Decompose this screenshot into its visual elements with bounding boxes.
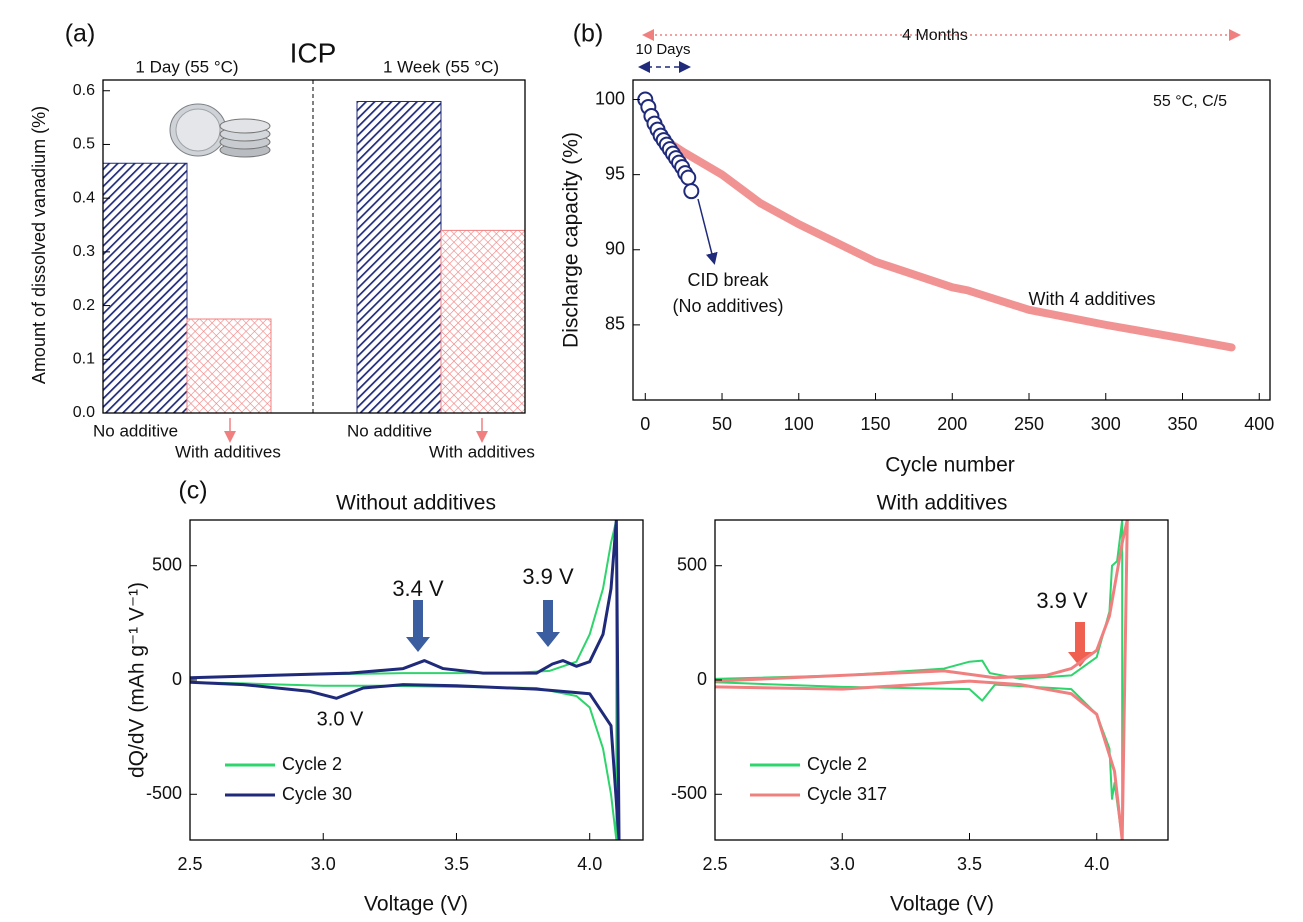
- y-tick-label: 0: [697, 669, 707, 689]
- coin-cell-picture: [169, 103, 271, 158]
- chart-title: Without additives: [336, 492, 496, 515]
- x-tick-label: 3.0: [830, 854, 855, 874]
- y-axis-label: Amount of dissolved vanadium (%): [29, 106, 49, 384]
- x-tick-label: 150: [860, 414, 890, 434]
- y-tick-label: -500: [671, 783, 707, 803]
- plot-layer: [103, 100, 525, 413]
- annotation: 4 Months: [902, 27, 968, 44]
- legend-label: Cycle 2: [282, 754, 342, 774]
- y-tick-label: 0.1: [73, 351, 95, 368]
- plot-layer: [715, 520, 1129, 840]
- x-tick-label: 4.0: [577, 854, 602, 874]
- chart-title: ICP: [290, 37, 337, 68]
- panel-label: (c): [178, 477, 207, 505]
- y-tick-label: 0.4: [73, 189, 95, 206]
- chart-title: With additives: [877, 492, 1008, 515]
- x-tick-label: 4.0: [1084, 854, 1109, 874]
- x-axis-label: Cycle number: [885, 454, 1015, 477]
- plot-frame: [189, 519, 644, 841]
- series-label: No additive: [347, 421, 432, 440]
- x-tick-label: 2.5: [177, 854, 202, 874]
- peak-arrow: [406, 600, 430, 652]
- panel-label: (b): [573, 20, 604, 48]
- x-axis-label: Voltage (V): [364, 893, 468, 916]
- y-tick-label: 90: [605, 239, 625, 259]
- legend-label: Cycle 317: [807, 784, 887, 804]
- annotation: 55 °C, C/5: [1153, 93, 1227, 110]
- y-tick-label: 100: [595, 88, 625, 108]
- bar: [356, 100, 442, 413]
- x-axis-label: Voltage (V): [890, 893, 994, 916]
- x-tick-label: 3.5: [957, 854, 982, 874]
- annotation: 10 Days: [635, 41, 690, 58]
- x-tick-label: 50: [712, 414, 732, 434]
- plot-layer: [637, 91, 1236, 352]
- plot-frame: [102, 79, 526, 414]
- category-label: 1 Day (55 °C): [135, 57, 238, 76]
- data-point: [683, 183, 700, 200]
- y-tick-label: 85: [605, 314, 625, 334]
- bar: [440, 229, 525, 413]
- series-label: With additives: [429, 442, 535, 461]
- peak-arrow: [1068, 622, 1092, 667]
- x-tick-label: 100: [784, 414, 814, 434]
- annotation: 3.9 V: [1036, 588, 1088, 613]
- y-tick-label: 0.0: [73, 404, 95, 421]
- annotation: 3.0 V: [317, 708, 364, 730]
- data-line: [715, 520, 1124, 840]
- x-tick-label: 0: [640, 414, 650, 434]
- data-point: [680, 169, 697, 186]
- y-tick-label: 0: [172, 669, 182, 689]
- y-tick-label: 0.6: [73, 82, 95, 99]
- y-tick-label: 0.5: [73, 136, 95, 153]
- y-tick-label: 95: [605, 163, 625, 183]
- plot-frame: [714, 519, 1169, 841]
- x-tick-label: 400: [1244, 414, 1274, 434]
- data-line: [190, 520, 621, 840]
- data-line: [715, 520, 1129, 840]
- legend-label: Cycle 2: [807, 754, 867, 774]
- peak-arrow: [536, 600, 560, 647]
- y-axis-label: dQ/dV (mAh g⁻¹ V⁻¹): [126, 582, 149, 778]
- y-axis-label: Discharge capacity (%): [560, 132, 583, 348]
- plot-layer: [190, 520, 621, 840]
- bar: [103, 162, 188, 413]
- y-tick-label: 0.3: [73, 243, 95, 260]
- y-tick-label: 500: [152, 554, 182, 574]
- panel-label: (a): [65, 20, 96, 48]
- x-tick-label: 2.5: [702, 854, 727, 874]
- x-tick-label: 350: [1167, 414, 1197, 434]
- annotation: 3.9 V: [522, 564, 574, 589]
- data-line: [641, 95, 1236, 352]
- annotation: (No additives): [672, 296, 783, 316]
- category-label: 1 Week (55 °C): [383, 57, 499, 76]
- y-tick-label: -500: [146, 783, 182, 803]
- x-tick-label: 3.0: [311, 854, 336, 874]
- annotation: CID break: [687, 270, 769, 290]
- annotation: 3.4 V: [392, 576, 444, 601]
- x-tick-label: 200: [937, 414, 967, 434]
- series-label: With additives: [175, 442, 281, 461]
- y-tick-label: 0.2: [73, 297, 95, 314]
- x-tick-label: 250: [1014, 414, 1044, 434]
- callout-arrow: [697, 198, 718, 265]
- series-label: No additive: [93, 421, 178, 440]
- bar: [186, 318, 272, 413]
- plot-frame: [632, 79, 1271, 401]
- legend-label: Cycle 30: [282, 784, 352, 804]
- series-label: With 4 additives: [1028, 289, 1155, 309]
- y-tick-label: 500: [677, 554, 707, 574]
- x-tick-label: 3.5: [444, 854, 469, 874]
- x-tick-label: 300: [1091, 414, 1121, 434]
